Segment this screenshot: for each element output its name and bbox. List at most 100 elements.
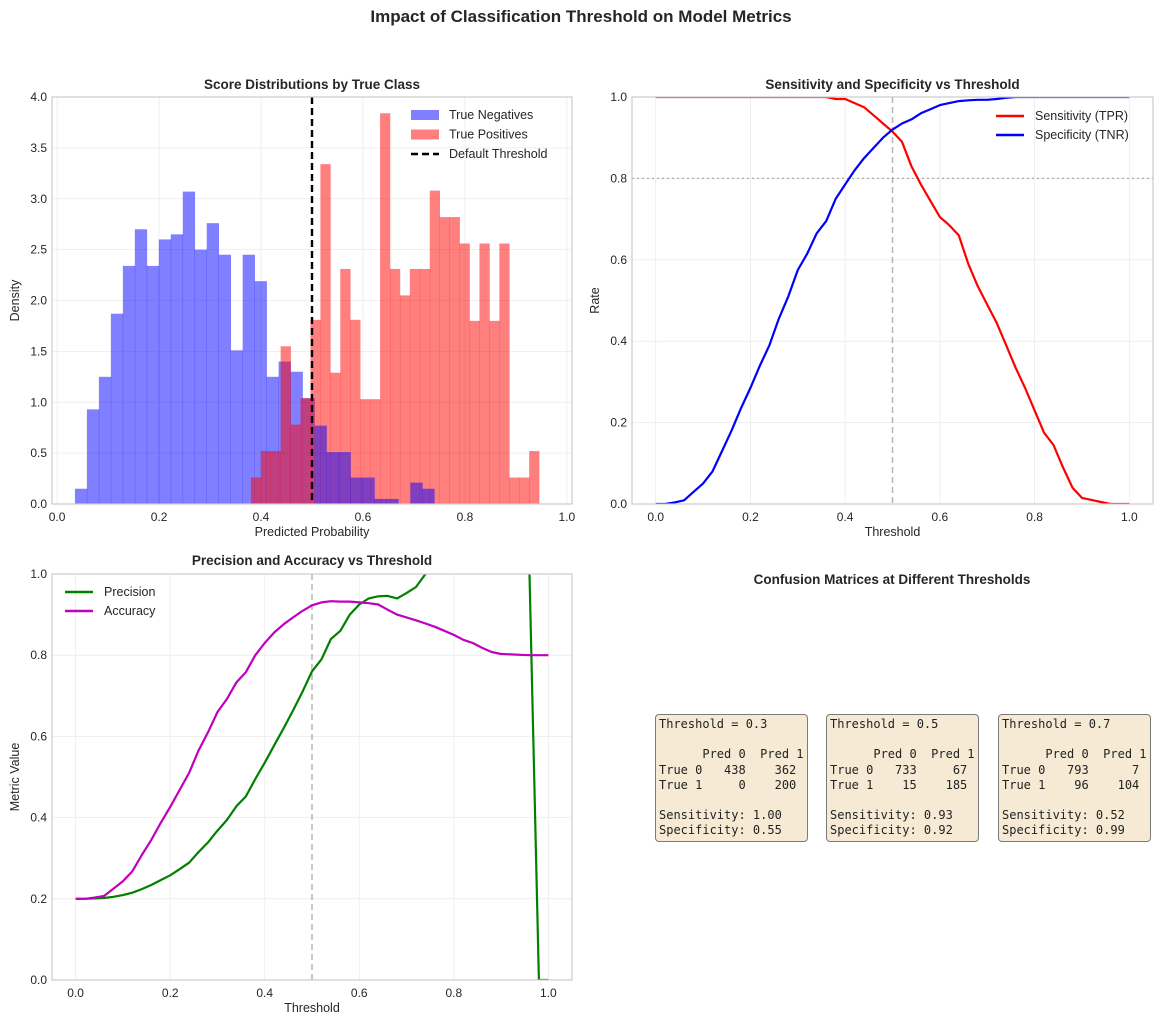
y-tick-label: 1.5 — [30, 344, 47, 358]
chart-title: Sensitivity and Specificity vs Threshold — [765, 77, 1019, 92]
bar-true-positives — [290, 424, 301, 504]
y-tick-label: 2.0 — [30, 294, 47, 308]
x-tick-label: 0.2 — [151, 510, 168, 524]
bar-true-negatives — [314, 425, 327, 504]
bar-true-negatives — [338, 452, 351, 504]
bar-true-positives — [300, 398, 311, 504]
bar-true-positives — [509, 477, 520, 504]
y-tick-label: 0.8 — [30, 648, 47, 662]
legend: Sensitivity (TPR) Specificity (TNR) — [996, 109, 1129, 142]
x-axis-label: Threshold — [284, 1001, 340, 1015]
bar-true-negatives — [326, 452, 339, 504]
y-tick-label: 0.6 — [610, 253, 627, 267]
x-axis-label: Predicted Probability — [255, 525, 370, 539]
bar-true-positives — [429, 190, 441, 504]
line-accuracy — [75, 600, 549, 900]
bar-true-positives — [409, 268, 421, 504]
bar-true-positives — [499, 243, 510, 504]
bar-true-positives — [419, 268, 431, 504]
legend: True Negatives True Positives Default Thre… — [411, 108, 547, 161]
y-tick-label: 0.0 — [610, 497, 627, 511]
y-tick-label: 1.0 — [30, 567, 47, 581]
bar-true-negatives — [410, 482, 423, 504]
y-tick-label: 0.2 — [610, 416, 627, 430]
bar-true-positives — [469, 320, 480, 504]
bar-true-positives — [270, 451, 281, 504]
bar-true-positives — [350, 319, 361, 504]
legend-label: Precision — [104, 585, 155, 599]
line-specificity-tnr — [655, 97, 1130, 504]
y-axis-label: Density — [8, 279, 22, 321]
bar-true-positives — [310, 319, 321, 504]
y-tick-label: 0.0 — [30, 497, 47, 511]
bar-true-negatives — [350, 477, 363, 504]
y-tick-label: 0.8 — [610, 171, 627, 185]
bar-true-positives — [370, 399, 381, 504]
series-lines — [75, 574, 549, 980]
y-tick-label: 1.0 — [610, 90, 627, 104]
bar-true-positives — [390, 268, 401, 504]
legend-swatch — [411, 110, 439, 120]
chart-panel-histogram: Score Distributions by True Class 0.0 0.2 0… — [8, 77, 576, 539]
x-tick-label: 0.8 — [1026, 510, 1043, 524]
bar-true-negatives — [218, 254, 231, 504]
axes-frame — [51, 573, 573, 981]
bar-true-positives — [519, 477, 530, 504]
bar-true-positives — [459, 243, 470, 504]
line-sensitivity-tpr — [655, 97, 1130, 504]
axes-frame — [631, 96, 1154, 505]
x-tick-label: 1.0 — [1121, 510, 1138, 524]
x-tick-label: 1.0 — [540, 986, 557, 1000]
chart-panel-sens-spec: Sensitivity and Specificity vs Threshold… — [588, 77, 1154, 539]
chart-panel-prec-acc: Precision and Accuracy vs Threshold 0.0 0.… — [8, 553, 573, 1015]
y-tick-label: 0.5 — [30, 446, 47, 460]
x-tick-label: 0.6 — [355, 510, 372, 524]
y-tick-label: 0.6 — [30, 729, 47, 743]
series-lines — [655, 97, 1130, 504]
bar-true-positives — [280, 346, 291, 504]
legend-label: True Positives — [449, 128, 528, 142]
bar-true-negatives — [134, 229, 148, 504]
x-tick-label: 0.4 — [253, 510, 270, 524]
legend-label: Sensitivity (TPR) — [1035, 109, 1128, 123]
bar-true-negatives — [146, 265, 160, 504]
x-tick-label: 0.6 — [932, 510, 949, 524]
bar-true-negatives — [122, 265, 136, 504]
bar-true-positives — [320, 164, 331, 504]
bar-true-positives — [340, 268, 351, 504]
bar-true-negatives — [206, 223, 220, 504]
bar-true-negatives — [74, 488, 88, 504]
legend-label: Default Threshold — [449, 147, 547, 161]
x-tick-label: 0.6 — [351, 986, 368, 1000]
y-tick-label: 3.5 — [30, 141, 47, 155]
y-tick-label: 3.0 — [30, 192, 47, 206]
x-tick-label: 0.4 — [837, 510, 854, 524]
y-tick-label: 0.4 — [30, 811, 47, 825]
bar-true-negatives — [158, 239, 172, 504]
bar-true-positives — [260, 451, 272, 504]
confusion-matrix-box-0.5: Threshold = 0.5 Pred 0 Pred 1 True 0 733… — [826, 714, 979, 842]
legend-label: Accuracy — [104, 604, 156, 618]
bar-true-positives — [489, 320, 500, 504]
chart-title: Score Distributions by True Class — [204, 77, 420, 92]
y-tick-label: 2.5 — [30, 243, 47, 257]
x-tick-label: 1.0 — [559, 510, 576, 524]
x-axis-label: Threshold — [865, 525, 921, 539]
bar-true-positives — [250, 477, 262, 504]
y-tick-label: 0.0 — [30, 973, 47, 987]
bar-true-negatives — [242, 254, 255, 504]
legend-label: True Negatives — [449, 108, 533, 122]
x-tick-label: 0.2 — [742, 510, 759, 524]
bar-true-negatives — [110, 313, 124, 504]
y-tick-label: 0.4 — [610, 334, 627, 348]
bar-true-positives — [439, 217, 450, 504]
bar-true-positives — [330, 372, 341, 504]
legend-swatch — [411, 129, 439, 140]
y-tick-label: 0.2 — [30, 892, 47, 906]
x-tick-label: 0.0 — [49, 510, 66, 524]
bar-true-negatives — [422, 488, 435, 504]
x-tick-label: 0.0 — [647, 510, 664, 524]
legend-label: Specificity (TNR) — [1035, 128, 1129, 142]
x-tick-label: 0.8 — [457, 510, 474, 524]
line-precision — [75, 574, 549, 980]
